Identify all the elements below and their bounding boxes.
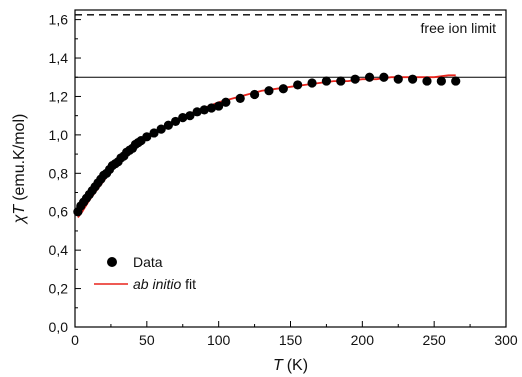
data-point (192, 107, 202, 117)
x-tick-label: 200 (351, 332, 375, 348)
data-point (221, 97, 231, 107)
y-tick-label: 1,0 (49, 127, 69, 143)
data-point (451, 76, 461, 86)
legend-data-label: Data (133, 254, 163, 270)
data-point (149, 128, 159, 138)
data-point (307, 78, 317, 88)
x-tick-label: 100 (207, 332, 231, 348)
ticks-layer: 0 50 100 150 200 250 300 0,0 0,2 0,4 0,6 0,8 1,0 1,2 1… (49, 12, 518, 348)
y-tick-label: 1,2 (49, 88, 69, 104)
data-point (185, 111, 195, 121)
data-point (422, 76, 432, 86)
data-point (178, 112, 188, 123)
data-point (235, 93, 245, 103)
free-ion-limit-label: free ion limit (421, 20, 497, 36)
y-tick-label: 1,6 (49, 12, 69, 28)
legend: Data ab initio fit (94, 254, 196, 292)
data-point (293, 80, 303, 90)
data-point (350, 74, 360, 84)
data-point (163, 120, 173, 130)
y-tick-label: 0,8 (49, 165, 69, 181)
data-point (249, 89, 260, 100)
legend-fit-label-rest: fit (181, 276, 196, 292)
data-point (436, 76, 446, 86)
y-axis-title: χT (emu.K/mol) (11, 114, 28, 226)
x-axis-unit: (K) (287, 357, 308, 374)
y-tick-label: 0,4 (49, 242, 69, 258)
y-axis-unit: (emu.K/mol) (11, 114, 28, 201)
data-point (408, 74, 418, 84)
y-tick-label: 0,6 (49, 204, 69, 220)
data-point (214, 101, 224, 111)
data-point (206, 103, 217, 113)
x-tick-label: 150 (279, 332, 303, 348)
data-point (170, 116, 181, 127)
x-axis-symbol: T (273, 357, 284, 374)
data-point (379, 72, 389, 82)
y-tick-label: 0,2 (49, 281, 69, 297)
data-point (264, 86, 274, 96)
legend-fit-label-italic: ab initio (133, 276, 181, 292)
data-point (142, 132, 152, 142)
data-point (364, 72, 375, 82)
x-tick-label: 50 (139, 332, 155, 348)
legend-fit-label: ab initio fit (133, 276, 196, 292)
y-tick-label: 0,0 (49, 319, 69, 335)
y-tick-label: 1,4 (49, 50, 69, 66)
x-tick-label: 0 (71, 332, 79, 348)
y-axis-symbol: χT (11, 204, 28, 226)
data-point (393, 74, 403, 84)
data-point (156, 124, 166, 134)
data-points-layer (73, 72, 461, 217)
legend-data-marker (107, 257, 117, 267)
data-point (336, 76, 346, 86)
x-tick-label: 250 (422, 332, 446, 348)
x-axis-title: T (K) (273, 357, 308, 374)
data-point (278, 84, 288, 94)
data-point (199, 105, 209, 115)
data-point (321, 76, 332, 86)
x-tick-label: 300 (494, 332, 518, 348)
